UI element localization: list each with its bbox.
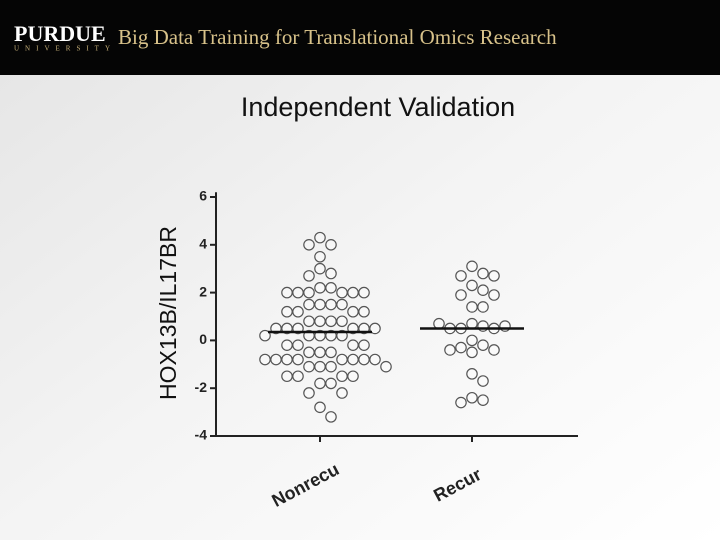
data-point (466, 368, 478, 380)
data-point (358, 305, 370, 318)
y-tick-label: 0 (199, 331, 207, 347)
data-point (488, 270, 500, 282)
data-point (380, 360, 392, 373)
data-point (466, 279, 478, 292)
data-point (303, 360, 315, 373)
data-point (303, 270, 315, 282)
logo: PURDUE (14, 21, 106, 46)
data-point (292, 305, 304, 318)
data-point (259, 353, 271, 366)
data-point (281, 339, 293, 351)
data-point (466, 301, 478, 313)
data-point (303, 346, 315, 359)
data-point (303, 286, 315, 299)
data-point (347, 353, 359, 366)
data-point (281, 305, 293, 318)
data-point (369, 322, 381, 335)
data-point (325, 411, 337, 423)
data-point (303, 315, 315, 328)
data-point (477, 284, 489, 297)
data-point (347, 370, 359, 383)
data-point (292, 353, 304, 366)
data-point (488, 344, 500, 356)
header-title: Big Data Training for Translational Omic… (118, 25, 557, 49)
data-point (314, 377, 326, 390)
data-point (336, 315, 348, 328)
header-bar (0, 0, 720, 75)
data-point (270, 353, 282, 366)
data-point (466, 346, 478, 359)
data-point (281, 370, 293, 383)
data-point (325, 267, 337, 280)
chart-title: Independent Validation (241, 92, 515, 122)
data-point (303, 298, 315, 311)
data-point (314, 282, 326, 294)
y-tick-label: -4 (195, 427, 208, 443)
data-point (477, 394, 489, 406)
data-point (325, 346, 337, 359)
data-point (336, 387, 348, 399)
data-point (314, 231, 326, 244)
data-point (347, 339, 359, 351)
data-point (455, 341, 467, 354)
data-point (314, 401, 326, 414)
data-point (336, 370, 348, 383)
data-point (466, 334, 478, 347)
data-point (358, 339, 370, 351)
data-point (455, 396, 467, 409)
data-point (358, 286, 370, 299)
data-point (314, 360, 326, 373)
data-point (336, 353, 348, 366)
data-point (477, 267, 489, 280)
y-tick-label: 2 (199, 283, 207, 299)
data-point (292, 370, 304, 383)
data-point (259, 329, 271, 342)
data-point (466, 260, 478, 273)
data-point (347, 286, 359, 299)
data-point (325, 282, 337, 294)
data-point (325, 315, 337, 328)
data-point (325, 298, 337, 311)
data-point (477, 339, 489, 351)
data-point (314, 250, 326, 263)
data-point (455, 270, 467, 282)
data-point (325, 377, 337, 390)
data-point (292, 286, 304, 299)
data-point (488, 289, 500, 301)
y-tick-label: 6 (199, 188, 207, 204)
data-point (292, 339, 304, 351)
data-point (466, 391, 478, 404)
data-point (444, 344, 456, 356)
data-point (281, 286, 293, 299)
data-point (477, 301, 489, 313)
y-tick-label: 4 (199, 236, 207, 252)
data-point (455, 289, 467, 301)
data-point (325, 360, 337, 373)
data-point (303, 387, 315, 399)
data-point (477, 375, 489, 387)
y-tick-label: -2 (195, 379, 208, 395)
data-point (314, 298, 326, 311)
data-point (369, 353, 381, 366)
data-point (358, 353, 370, 366)
data-point (336, 286, 348, 299)
data-point (281, 353, 293, 366)
data-point (314, 315, 326, 328)
data-point (347, 305, 359, 318)
data-point (325, 239, 337, 251)
data-point (303, 239, 315, 251)
logo-sub: UNIVERSITY (14, 45, 116, 53)
data-point (314, 346, 326, 359)
y-axis-label: HOX13B/IL17BR (155, 226, 181, 400)
data-point (314, 262, 326, 275)
data-point (336, 298, 348, 311)
